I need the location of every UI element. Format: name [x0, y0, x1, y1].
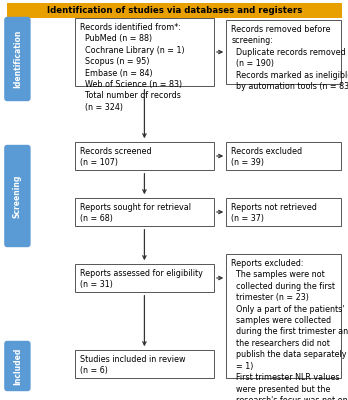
Text: Studies included in review
(n = 6): Studies included in review (n = 6)	[80, 355, 185, 375]
Text: Records removed before
screening:
  Duplicate records removed
  (n = 190)
  Reco: Records removed before screening: Duplic…	[231, 25, 348, 91]
FancyBboxPatch shape	[75, 142, 214, 170]
Text: Reports not retrieved
(n = 37): Reports not retrieved (n = 37)	[231, 203, 317, 223]
Text: Reports excluded:
  The samples were not
  collected during the first
  trimeste: Reports excluded: The samples were not c…	[231, 259, 348, 400]
Text: Included: Included	[13, 347, 22, 385]
FancyBboxPatch shape	[226, 20, 341, 84]
FancyBboxPatch shape	[4, 145, 31, 247]
FancyBboxPatch shape	[75, 198, 214, 226]
Text: Records excluded
(n = 39): Records excluded (n = 39)	[231, 147, 302, 167]
FancyBboxPatch shape	[75, 264, 214, 292]
Text: Reports sought for retrieval
(n = 68): Reports sought for retrieval (n = 68)	[80, 203, 191, 223]
Text: Records screened
(n = 107): Records screened (n = 107)	[80, 147, 152, 167]
Text: Identification: Identification	[13, 30, 22, 88]
FancyBboxPatch shape	[226, 254, 341, 378]
FancyBboxPatch shape	[75, 18, 214, 86]
FancyBboxPatch shape	[75, 350, 214, 378]
Text: Screening: Screening	[13, 174, 22, 218]
FancyBboxPatch shape	[4, 341, 31, 391]
Text: Reports assessed for eligibility
(n = 31): Reports assessed for eligibility (n = 31…	[80, 269, 203, 289]
FancyBboxPatch shape	[226, 142, 341, 170]
Text: Identification of studies via databases and registers: Identification of studies via databases …	[47, 6, 302, 15]
FancyBboxPatch shape	[7, 3, 342, 18]
Text: Records identified from*:
  PubMed (n = 88)
  Cochrane Library (n = 1)
  Scopus : Records identified from*: PubMed (n = 88…	[80, 23, 185, 112]
FancyBboxPatch shape	[226, 198, 341, 226]
FancyBboxPatch shape	[4, 17, 31, 101]
